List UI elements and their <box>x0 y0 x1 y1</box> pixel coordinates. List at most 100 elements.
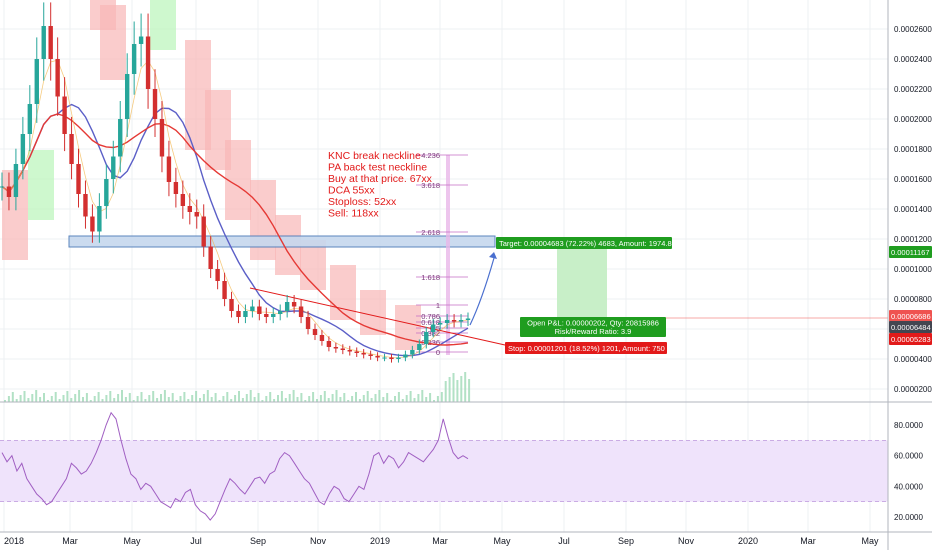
open-pnl-box <box>520 317 666 337</box>
candle-body <box>48 26 53 59</box>
annotation-line: PA back test neckline <box>328 162 427 174</box>
volume-bar <box>390 400 393 402</box>
volume-bar <box>163 390 166 402</box>
candle-body <box>215 269 220 281</box>
volume-bar <box>304 400 307 402</box>
volume-bar <box>62 395 65 402</box>
annotation-line: Buy at that price. 67xx <box>328 173 433 185</box>
volume-bar <box>140 392 143 402</box>
volume-bar <box>468 379 471 402</box>
volume-bar <box>175 400 178 402</box>
volume-bar <box>316 399 318 402</box>
volume-bar <box>82 397 84 402</box>
volume-bar <box>191 395 194 402</box>
volume-bar <box>7 396 10 402</box>
candle-body <box>0 186 5 188</box>
volume-bar <box>222 396 225 402</box>
volume-bar <box>187 399 190 402</box>
moving-averages <box>1 59 506 359</box>
open-pnl-label: Open P&L: 0.00000202, Qty: 20815986 <box>527 319 659 328</box>
price-badge-box <box>889 246 932 258</box>
volume-bar <box>280 391 283 402</box>
volume-bar <box>148 395 151 402</box>
candle-body <box>62 96 67 134</box>
volume-bar <box>277 395 279 402</box>
target-label-box <box>496 237 672 249</box>
projection-arrow <box>469 257 495 326</box>
fib-level-label: 0 <box>436 348 440 357</box>
time-axis-label: Jul <box>190 536 202 546</box>
volume-bar <box>296 397 299 402</box>
rsi-band <box>0 440 888 502</box>
candle-body <box>13 164 19 197</box>
volume-bar <box>288 394 291 402</box>
candle-body <box>55 59 60 97</box>
time-axis-label: Sep <box>618 536 634 546</box>
time-axis-label: Nov <box>310 536 327 546</box>
volume-bar <box>347 400 350 402</box>
volume-bar <box>160 394 162 402</box>
moving-average-short <box>1 59 469 359</box>
candle-body <box>431 324 436 332</box>
volume-bar <box>167 397 170 402</box>
candle-body <box>437 323 443 325</box>
volume-bar <box>226 392 229 402</box>
annotation-line: Sell: 118xx <box>328 208 379 220</box>
candle-body <box>111 156 116 179</box>
volume-bar <box>425 397 428 402</box>
position-tool <box>557 242 888 319</box>
time-axis-label: 2019 <box>370 536 390 546</box>
candle-body <box>410 350 415 355</box>
candle-body <box>27 104 33 134</box>
candle-body <box>361 353 366 355</box>
candle-body <box>312 329 318 335</box>
time-axis-label: May <box>861 536 879 546</box>
fib-level-label: 1 <box>436 301 440 310</box>
volume-bar <box>128 393 131 402</box>
price-badge-label: 0.00005283 <box>891 335 931 344</box>
volume-bar <box>70 398 73 402</box>
candle-body <box>243 311 248 317</box>
volume-bar <box>238 391 240 402</box>
candle-body <box>424 332 429 344</box>
stop-label: Stop: 0.00001201 (18.52%) 1201, Amount: … <box>508 344 665 353</box>
volume-bar <box>15 399 18 402</box>
cloud-block <box>300 240 326 290</box>
volume-bar <box>19 395 22 402</box>
candle-body <box>375 356 380 358</box>
time-axis-label: Mar <box>432 536 448 546</box>
time-axis-label: Sep <box>250 536 266 546</box>
price-badge-box <box>889 310 932 322</box>
candle-body <box>104 179 109 206</box>
target-label: Target: 0.00004683 (72.22%) 4683, Amount… <box>499 239 676 248</box>
candle-body <box>90 216 95 232</box>
volume-bar <box>323 391 326 402</box>
volume-bar <box>85 393 88 402</box>
annotation-line: DCA 55xx <box>328 185 375 197</box>
volume-bar <box>105 395 108 402</box>
volume-bar <box>210 397 213 402</box>
volume-bar <box>421 390 424 402</box>
volume-bar <box>355 392 357 402</box>
volume-bar <box>351 396 354 402</box>
cloud-block <box>360 290 386 335</box>
candle-body <box>305 317 311 329</box>
volume-bar <box>214 393 217 402</box>
volume-bar <box>27 398 30 402</box>
candle-body <box>257 306 262 314</box>
volume-bar <box>152 391 155 402</box>
fib-level-label: 0.236 <box>421 338 440 347</box>
volume-bar <box>273 399 276 402</box>
cloud-block <box>330 265 356 320</box>
volume-bar <box>405 395 408 402</box>
target-zone <box>557 242 607 318</box>
volume-bar <box>417 394 420 402</box>
candle-body <box>69 134 74 164</box>
volume-bar <box>136 396 139 402</box>
time-axis-label: Jul <box>558 536 570 546</box>
